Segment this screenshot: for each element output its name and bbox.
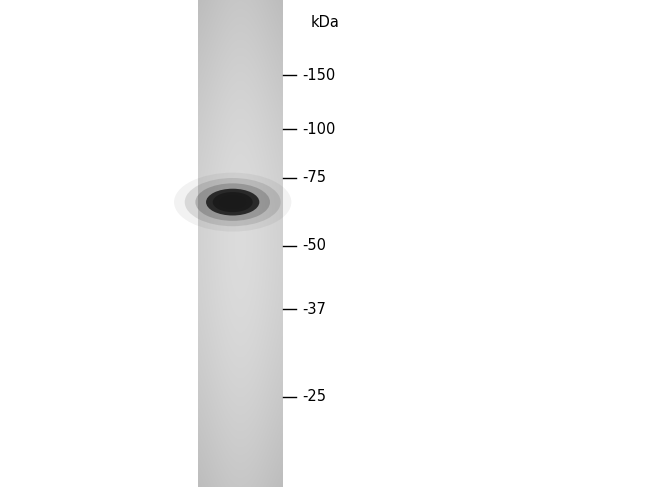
Text: kDa: kDa [311, 15, 339, 30]
Text: -75: -75 [302, 170, 326, 185]
Ellipse shape [174, 172, 291, 232]
Text: -37: -37 [302, 302, 326, 317]
Ellipse shape [185, 178, 281, 226]
Ellipse shape [220, 195, 246, 209]
Ellipse shape [206, 189, 259, 215]
Text: -100: -100 [302, 122, 335, 136]
Text: -50: -50 [302, 239, 326, 253]
Text: -150: -150 [302, 68, 335, 83]
Text: -25: -25 [302, 390, 326, 404]
Ellipse shape [213, 192, 253, 212]
Ellipse shape [196, 183, 270, 221]
